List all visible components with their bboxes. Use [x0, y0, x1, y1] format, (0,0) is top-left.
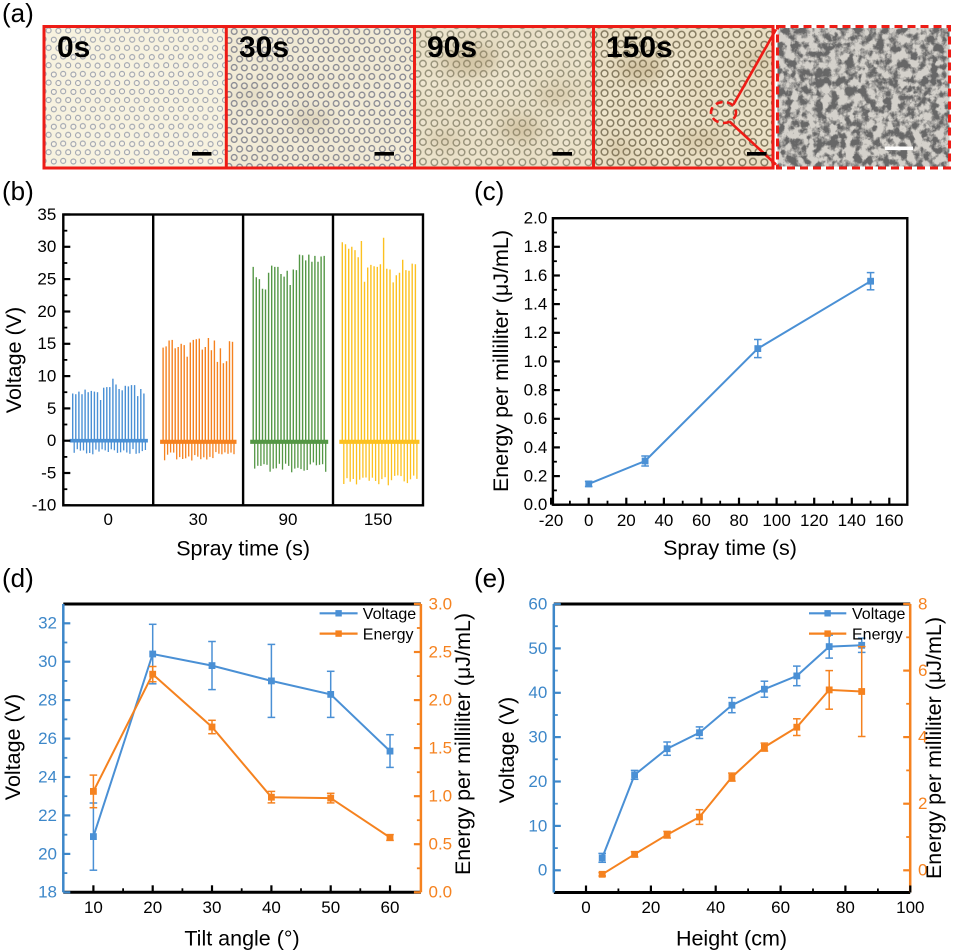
svg-text:150: 150 [364, 510, 392, 529]
svg-text:0.6: 0.6 [524, 409, 548, 428]
svg-text:60: 60 [771, 898, 790, 917]
svg-text:32: 32 [38, 614, 57, 633]
svg-text:Height (cm): Height (cm) [676, 927, 787, 950]
svg-text:100: 100 [896, 898, 924, 917]
svg-text:140: 140 [838, 511, 866, 530]
svg-text:30s: 30s [239, 31, 289, 64]
svg-text:30: 30 [528, 728, 547, 747]
svg-text:20: 20 [617, 511, 636, 530]
svg-text:60: 60 [692, 511, 711, 530]
svg-text:(c): (c) [474, 176, 504, 206]
svg-text:(b): (b) [2, 176, 34, 206]
svg-text:3.0: 3.0 [429, 594, 453, 613]
svg-text:1.6: 1.6 [524, 266, 548, 285]
svg-text:18: 18 [38, 883, 57, 902]
svg-text:Voltage (V): Voltage (V) [495, 697, 519, 803]
svg-text:20: 20 [143, 898, 162, 917]
svg-text:-20: -20 [539, 511, 564, 530]
svg-text:0: 0 [918, 861, 927, 880]
svg-text:150s: 150s [606, 31, 673, 64]
svg-text:0.0: 0.0 [429, 883, 453, 902]
svg-text:0.5: 0.5 [429, 835, 453, 854]
svg-text:2.0: 2.0 [429, 691, 453, 710]
svg-text:Voltage: Voltage [363, 606, 416, 623]
svg-text:50: 50 [321, 898, 340, 917]
svg-text:40: 40 [528, 683, 547, 702]
svg-text:-5: -5 [41, 463, 56, 482]
svg-text:80: 80 [836, 898, 855, 917]
svg-text:0: 0 [581, 898, 590, 917]
svg-text:Energy per milliliter (μJ/mL): Energy per milliliter (μJ/mL) [489, 230, 513, 492]
svg-text:Voltage (V): Voltage (V) [1, 694, 25, 800]
svg-text:10: 10 [37, 367, 56, 386]
svg-text:20: 20 [37, 302, 56, 321]
svg-text:20: 20 [528, 772, 547, 791]
svg-text:(a): (a) [2, 0, 34, 28]
svg-text:30: 30 [38, 652, 57, 671]
svg-text:22: 22 [38, 806, 57, 825]
svg-text:4: 4 [918, 728, 927, 747]
svg-text:1.0: 1.0 [429, 787, 453, 806]
svg-text:1.5: 1.5 [429, 739, 453, 758]
svg-text:30: 30 [189, 510, 208, 529]
svg-text:90: 90 [279, 510, 298, 529]
svg-text:Energy per milliliter (μJ/mL): Energy per milliliter (μJ/mL) [451, 613, 475, 875]
svg-text:40: 40 [706, 898, 725, 917]
svg-text:0.0: 0.0 [524, 495, 548, 514]
svg-text:Energy: Energy [363, 626, 414, 643]
svg-text:90s: 90s [427, 31, 477, 64]
svg-text:0: 0 [584, 511, 593, 530]
svg-text:0.4: 0.4 [524, 438, 548, 457]
svg-text:(d): (d) [2, 563, 34, 593]
svg-text:0s: 0s [57, 31, 90, 64]
svg-text:0: 0 [47, 431, 56, 450]
svg-text:100: 100 [762, 511, 790, 530]
svg-text:Spray time (s): Spray time (s) [176, 537, 310, 561]
svg-text:1.2: 1.2 [524, 323, 548, 342]
svg-text:15: 15 [37, 334, 56, 353]
svg-text:6: 6 [918, 661, 927, 680]
svg-text:25: 25 [37, 270, 56, 289]
svg-text:24: 24 [38, 767, 57, 786]
svg-text:0: 0 [103, 510, 112, 529]
svg-text:Energy per milliliter (μJ/mL): Energy per milliliter (μJ/mL) [922, 617, 946, 879]
svg-text:80: 80 [730, 511, 749, 530]
svg-text:2.0: 2.0 [524, 209, 548, 228]
svg-text:1.0: 1.0 [524, 352, 548, 371]
svg-text:-10: -10 [32, 496, 57, 515]
svg-text:20: 20 [641, 898, 660, 917]
svg-text:Tilt angle (°): Tilt angle (°) [184, 927, 299, 950]
svg-text:30: 30 [203, 898, 222, 917]
svg-text:Energy: Energy [852, 626, 903, 643]
svg-text:50: 50 [528, 639, 547, 658]
svg-text:8: 8 [918, 594, 927, 613]
svg-text:1.8: 1.8 [524, 237, 548, 256]
svg-text:2: 2 [918, 794, 927, 813]
svg-text:60: 60 [528, 594, 547, 613]
svg-text:Voltage: Voltage [852, 606, 905, 623]
svg-text:40: 40 [654, 511, 673, 530]
svg-text:10: 10 [84, 898, 103, 917]
svg-text:120: 120 [800, 511, 828, 530]
svg-text:40: 40 [262, 898, 281, 917]
svg-text:5: 5 [47, 399, 56, 418]
svg-text:28: 28 [38, 691, 57, 710]
svg-text:10: 10 [528, 816, 547, 835]
svg-text:(e): (e) [474, 563, 506, 593]
svg-text:26: 26 [38, 729, 57, 748]
svg-text:160: 160 [875, 511, 903, 530]
svg-text:60: 60 [381, 898, 400, 917]
svg-text:30: 30 [37, 237, 56, 256]
svg-text:1.4: 1.4 [524, 295, 548, 314]
svg-text:0.2: 0.2 [524, 466, 548, 485]
svg-text:35: 35 [37, 205, 56, 224]
svg-text:0.8: 0.8 [524, 381, 548, 400]
svg-text:Voltage (V): Voltage (V) [2, 307, 26, 413]
svg-text:20: 20 [38, 844, 57, 863]
svg-text:0: 0 [538, 861, 547, 880]
svg-text:Spray time (s): Spray time (s) [663, 536, 797, 560]
svg-text:2.5: 2.5 [429, 642, 453, 661]
